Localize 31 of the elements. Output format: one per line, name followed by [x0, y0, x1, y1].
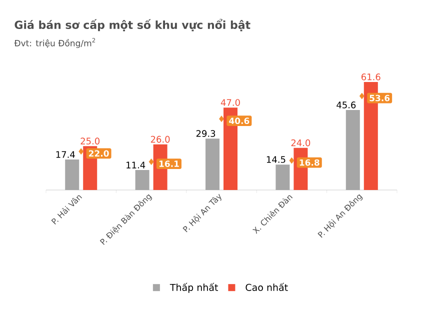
- legend-label: Cao nhất: [246, 282, 288, 292]
- bar: [276, 164, 290, 190]
- data-label: 25.0: [80, 138, 100, 144]
- data-label: 26.0: [150, 136, 170, 143]
- data-label: 45.6: [336, 102, 356, 108]
- data-label: 16.1: [159, 160, 179, 167]
- data-label: 24.0: [291, 139, 310, 146]
- point: [78, 148, 84, 155]
- data-label: 14.5: [266, 156, 286, 163]
- data-label: 11.4: [126, 162, 146, 168]
- point: [148, 158, 154, 165]
- data-label: 17.4: [56, 151, 75, 158]
- chart-subtitle: Đvt: triệu Đồng/m$^{2}$: [14, 38, 96, 48]
- data-label: 29.3: [196, 130, 216, 137]
- bar: [346, 110, 360, 190]
- point: [219, 116, 224, 122]
- data-label: 53.6: [370, 94, 390, 102]
- data-label: 16.8: [300, 159, 320, 166]
- x-tick-label: P. Hải Vân: [51, 195, 82, 225]
- data-label: 40.6: [229, 118, 250, 124]
- point: [289, 157, 294, 164]
- bar: [206, 138, 220, 190]
- chart-title: Giá bán sơ cấp một số khu vực nổi bật: [14, 18, 250, 32]
- x-tick-label: P. Hội An Tây: [182, 194, 222, 232]
- data-label: 22.0: [88, 150, 109, 157]
- data-label: 47.0: [220, 99, 240, 106]
- legend-label: Thấp nhất: [170, 282, 218, 293]
- bar: [65, 159, 80, 190]
- data-label: 61.6: [362, 73, 380, 80]
- bar: [135, 170, 150, 190]
- point: [359, 92, 364, 100]
